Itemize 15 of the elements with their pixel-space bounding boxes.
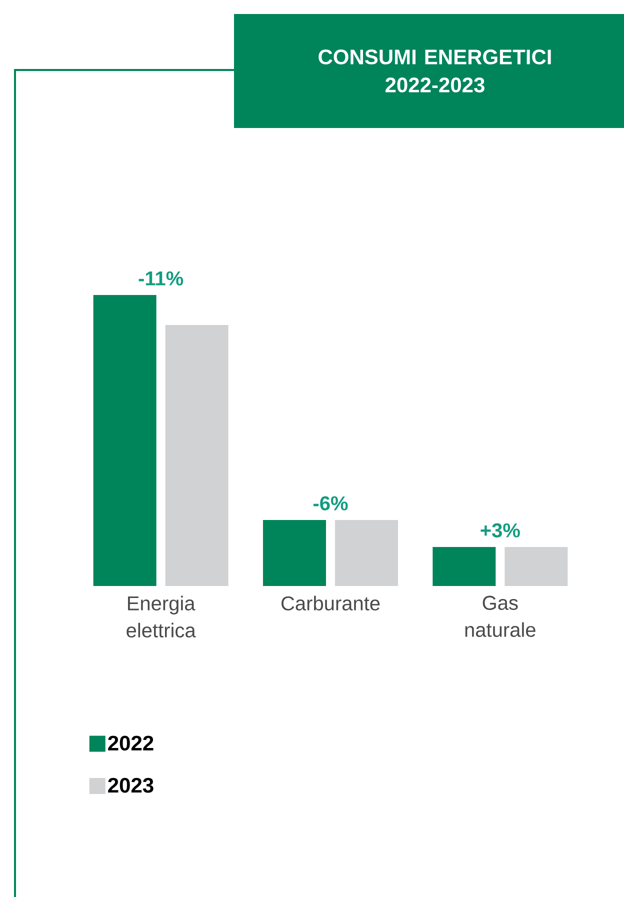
annotation: -6% [314,496,348,510]
bar [263,520,326,586]
x-tick-label: Carburante [282,596,380,610]
bar [165,324,228,586]
chart-title: CONSUMI ENERGETICI 2022-2023 [318,50,551,92]
bar [432,547,496,586]
legend-label: 2023 [108,778,154,793]
annotation: -11% [138,271,184,286]
bar [504,547,568,586]
bar [335,520,398,586]
x-tick-label: Gas naturale [465,596,536,637]
x-tick-label: Energia elettrica [126,596,196,638]
annotation: +3% [480,523,520,538]
bar [93,294,156,586]
legend-label: 2022 [108,736,154,751]
